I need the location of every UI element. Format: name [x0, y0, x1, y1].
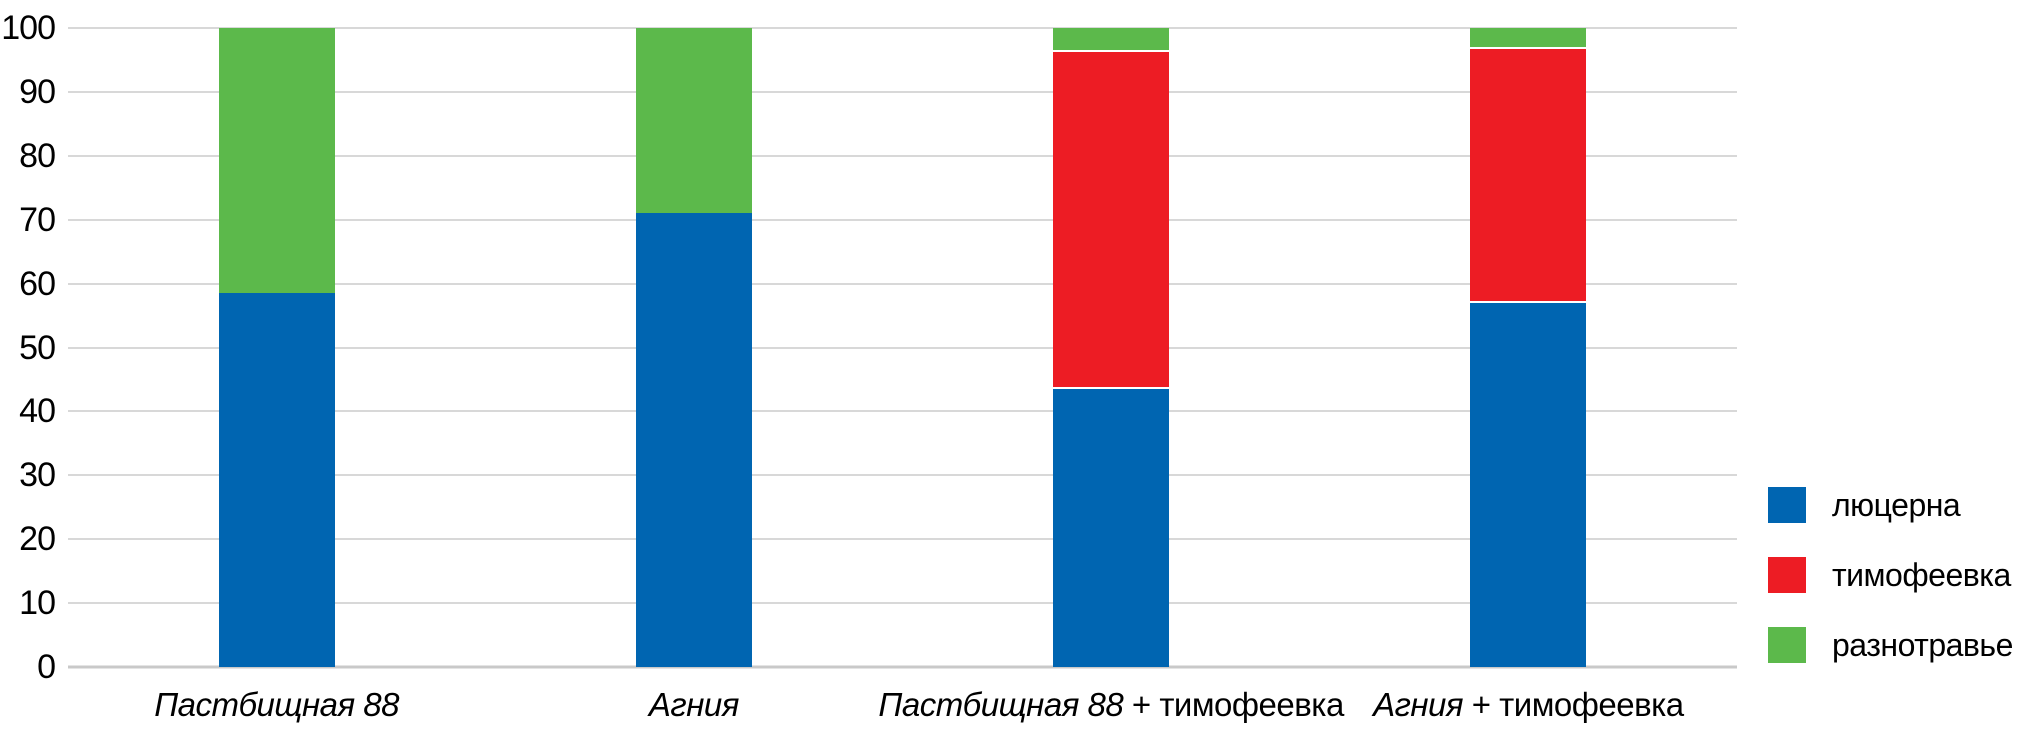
legend-swatch	[1768, 557, 1806, 593]
gridline	[68, 90, 1737, 93]
bar-column-4	[1470, 28, 1587, 667]
x-axis-line	[68, 665, 1737, 669]
y-tick-label: 60	[19, 264, 56, 303]
y-tick-label: 70	[19, 200, 56, 239]
bar-segment-люцерна	[1470, 302, 1587, 667]
x-axis-label: Пастбищная 88	[154, 686, 399, 724]
y-tick-label: 90	[19, 72, 56, 111]
gridline	[68, 474, 1737, 477]
legend-label: люцерна	[1832, 486, 1961, 523]
plot-area	[68, 27, 1737, 669]
gridline	[68, 218, 1737, 221]
x-axis-label-variety: Агния	[1373, 686, 1464, 723]
bar-column-1	[218, 28, 335, 667]
x-axis-label: Агния + тимофеевка	[1373, 686, 1684, 724]
bar-segment-люцерна	[635, 213, 752, 667]
x-axis-label-variety: Пастбищная 88	[878, 686, 1124, 723]
x-axis-label: Пастбищная 88 + тимофеевка	[878, 686, 1344, 724]
bar-column-3	[1053, 28, 1170, 667]
gridline	[68, 27, 1737, 29]
bar-segment-люцерна	[218, 293, 335, 667]
bar-segment-тимофеевка	[1470, 47, 1587, 303]
legend-item-разнотравье: разнотравье	[1768, 627, 2013, 663]
x-axis-label-variety: Пастбищная 88	[154, 686, 400, 723]
gridline	[68, 346, 1737, 349]
legend-item-тимофеевка: тимофеевка	[1768, 557, 2013, 593]
bar-column-2	[635, 28, 752, 667]
gridline	[68, 538, 1737, 541]
gridline	[68, 410, 1737, 413]
legend-item-люцерна: люцерна	[1768, 487, 2013, 523]
x-axis: Пастбищная 88 Агния Пастбищная 88 + тимофе…	[68, 686, 1737, 731]
y-tick-label: 30	[19, 456, 56, 495]
legend-swatch	[1768, 627, 1806, 663]
gridline	[68, 602, 1737, 605]
bar-segment-разнотравье	[218, 28, 335, 294]
bar-segment-разнотравье	[1470, 28, 1587, 48]
bar-segment-люцерна	[1053, 389, 1170, 667]
y-tick-label: 40	[19, 392, 56, 431]
y-tick-label: 100	[1, 9, 56, 47]
bar-segment-разнотравье	[635, 28, 752, 214]
y-tick-label: 20	[19, 520, 56, 559]
y-tick-label: 0	[37, 648, 56, 686]
bar-segment-разнотравье	[1053, 28, 1170, 51]
x-axis-label-suffix: + тимофеевка	[1123, 686, 1344, 723]
x-axis-label-variety: Агния	[648, 686, 739, 723]
y-tick-label: 10	[19, 584, 56, 623]
legend-label: разнотравье	[1832, 626, 2013, 663]
gridline	[68, 282, 1737, 285]
gridline	[68, 154, 1737, 157]
legend-swatch	[1768, 487, 1806, 523]
x-axis-label-suffix: + тимофеевка	[1463, 686, 1684, 723]
bar-segment-тимофеевка	[1053, 50, 1170, 390]
legend: люцерна тимофеевка разнотравье	[1768, 487, 2013, 697]
legend-label: тимофеевка	[1832, 556, 2011, 593]
y-tick-label: 50	[19, 328, 56, 367]
x-axis-label: Агния	[649, 686, 739, 724]
y-tick-label: 80	[19, 136, 56, 175]
